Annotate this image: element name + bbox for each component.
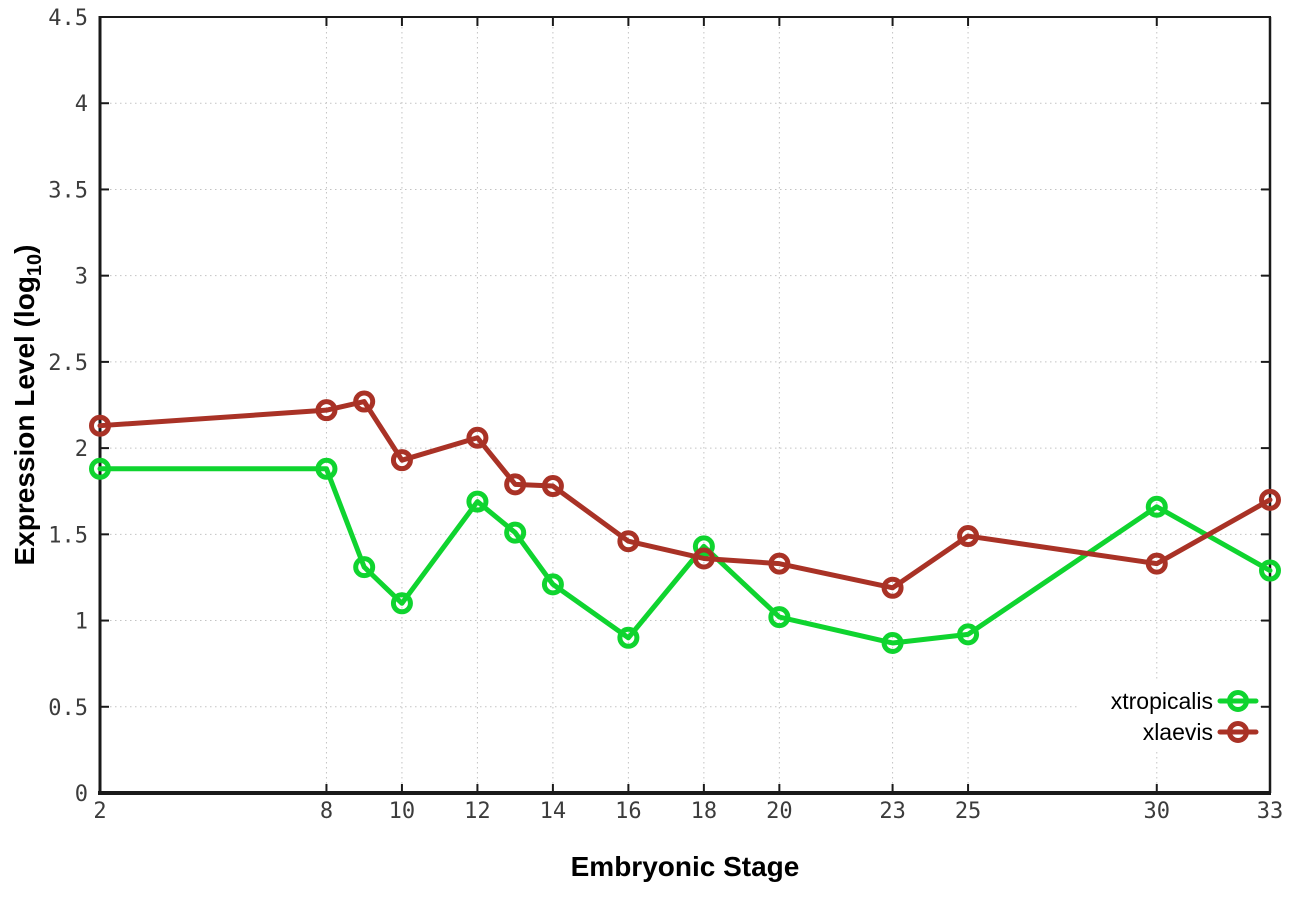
y-axis-title-main: Expression Level (log: [9, 276, 40, 565]
y-tick-label-4: 4: [75, 92, 88, 117]
data-point-xtropicalis-stage-9: [353, 556, 376, 579]
x-tick-label-23: 23: [879, 799, 906, 824]
x-tick-label-16: 16: [615, 799, 642, 824]
y-axis-title: Expression Level (log10): [9, 245, 46, 566]
data-point-xlaevis-stage-23: [881, 576, 904, 599]
legend-background: [1078, 680, 1260, 752]
x-tick-label-12: 12: [464, 799, 491, 824]
y-tick-label-2.5: 2.5: [48, 351, 88, 376]
data-point-xlaevis-stage-25: [957, 525, 980, 548]
legend-label-xtropicalis: xtropicalis: [1111, 688, 1213, 714]
series-line-xlaevis: [97, 399, 1273, 591]
data-point-xlaevis-stage-8: [315, 399, 338, 422]
y-axis-title-subscript: 10: [24, 254, 46, 276]
data-point-xlaevis-stage-13: [504, 473, 527, 496]
data-point-xlaevis-stage-10: [390, 449, 413, 472]
data-point-xtropicalis-stage-8: [315, 457, 338, 480]
data-point-xtropicalis-stage-18: [692, 535, 715, 558]
x-tick-label-18: 18: [691, 799, 718, 824]
x-tick-label-10: 10: [389, 799, 416, 824]
axis-ticks: [99, 16, 1271, 794]
y-tick-label-2: 2: [75, 437, 88, 462]
x-tick-label-2: 2: [93, 799, 106, 824]
y-tick-label-0.5: 0.5: [48, 696, 88, 721]
data-point-xtropicalis-stage-25: [957, 623, 980, 646]
legend-marker-xtropicalis: [1227, 690, 1249, 712]
data-point-xlaevis-stage-18: [692, 547, 715, 570]
data-point-xtropicalis-stage-13: [504, 521, 527, 544]
data-point-xlaevis-stage-16: [617, 530, 640, 553]
data-series: [89, 390, 1281, 654]
legend-label-xlaevis: xlaevis: [1143, 719, 1213, 745]
data-point-xlaevis-stage-14: [541, 475, 564, 498]
legend-marker-samples: [1217, 690, 1259, 743]
data-point-xlaevis-stage-9: [353, 390, 376, 413]
x-tick-label-14: 14: [540, 799, 567, 824]
y-tick-label-3.5: 3.5: [48, 178, 88, 203]
data-point-xtropicalis-stage-14: [541, 573, 564, 596]
y-tick-label-4.5: 4.5: [48, 6, 88, 31]
plot-frame: [98, 16, 1272, 795]
x-tick-label-25: 25: [955, 799, 982, 824]
tick-labels: 2 8 10 12 14 16 18 20 23 25 30 33 0 0.5 1 1.5 2 2.5 3 3.5 4 4…: [48, 6, 1283, 824]
y-tick-label-1: 1: [75, 610, 88, 635]
y-tick-label-3: 3: [75, 265, 88, 290]
data-point-xlaevis-stage-20: [768, 552, 791, 575]
y-tick-label-0: 0: [75, 782, 88, 807]
data-point-xtropicalis-stage-10: [390, 592, 413, 615]
data-point-xtropicalis-stage-2: [89, 457, 111, 480]
x-tick-label-33: 33: [1257, 799, 1284, 824]
data-point-xtropicalis-stage-12: [466, 490, 489, 513]
y-tick-label-1.5: 1.5: [48, 523, 88, 548]
data-point-xtropicalis-stage-16: [617, 626, 640, 649]
legend: xtropicalis xlaevis: [1078, 680, 1260, 752]
data-point-xlaevis-stage-33: [1259, 488, 1281, 511]
x-tick-label-30: 30: [1144, 799, 1171, 824]
data-point-xlaevis-stage-2: [89, 414, 111, 437]
x-tick-label-8: 8: [320, 799, 333, 824]
y-axis-title-close: ): [9, 245, 40, 254]
data-point-xtropicalis-stage-23: [881, 631, 904, 654]
legend-marker-xlaevis: [1227, 721, 1249, 743]
data-point-xtropicalis-stage-30: [1145, 495, 1168, 518]
x-axis-title: Embryonic Stage: [571, 851, 800, 882]
data-point-xtropicalis-stage-20: [768, 606, 791, 629]
data-point-xlaevis-stage-12: [466, 426, 489, 449]
data-point-xlaevis-stage-30: [1145, 552, 1168, 575]
data-point-xtropicalis-stage-33: [1259, 559, 1281, 582]
gridlines: [99, 16, 1271, 794]
x-tick-label-20: 20: [766, 799, 793, 824]
